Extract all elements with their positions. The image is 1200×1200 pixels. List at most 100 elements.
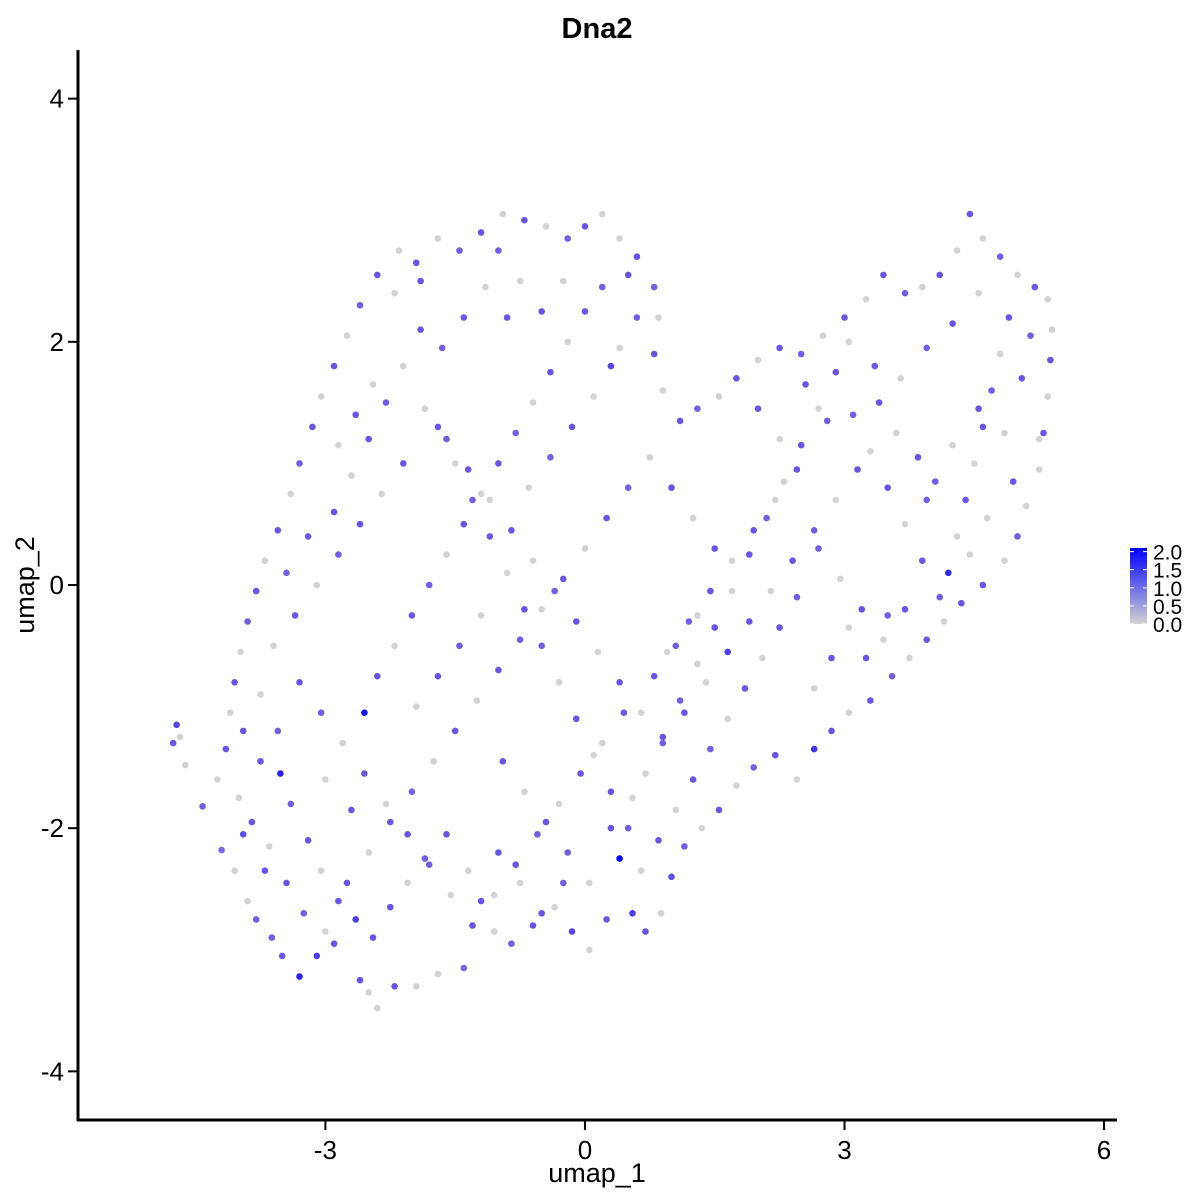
cell-point <box>797 441 805 449</box>
y-tick-label: 4 <box>50 84 64 114</box>
cell-point <box>469 922 476 929</box>
cell-point <box>499 758 507 765</box>
cell-point <box>750 764 757 771</box>
cell-point <box>343 332 351 340</box>
cell-point <box>257 758 264 765</box>
cell-point <box>590 393 597 400</box>
cell-point <box>227 709 234 716</box>
cell-point <box>659 387 667 394</box>
cell-point <box>1014 271 1021 279</box>
cell-point <box>616 344 623 352</box>
cell-point <box>793 466 801 473</box>
cell-point <box>425 861 433 868</box>
cell-point <box>287 490 295 498</box>
cell-point <box>460 520 468 528</box>
cell-point <box>858 606 866 613</box>
cell-point <box>1040 429 1047 437</box>
y-tick-label: -4 <box>41 1056 64 1086</box>
cell-point <box>581 223 589 230</box>
cell-point <box>1001 557 1008 564</box>
cell-point <box>443 831 450 838</box>
cell-point <box>252 916 260 923</box>
cell-point <box>348 806 355 814</box>
cell-point <box>283 879 290 887</box>
cell-point <box>400 460 407 467</box>
cell-point <box>659 739 667 747</box>
chart-title: Dna2 <box>562 13 633 45</box>
cell-point <box>629 794 636 802</box>
cell-point <box>404 879 411 887</box>
cell-point <box>352 916 360 923</box>
cell-point <box>287 800 295 808</box>
cell-point <box>780 478 788 485</box>
cell-point <box>521 216 528 224</box>
cell-point <box>832 368 840 376</box>
cell-point <box>672 642 680 650</box>
cell-point <box>819 332 827 340</box>
color-legend-label: 1.0 <box>1153 578 1182 601</box>
cell-point <box>560 277 567 285</box>
cell-point <box>564 849 571 856</box>
cell-point <box>586 879 593 887</box>
cell-point <box>322 928 329 935</box>
cell-point <box>365 435 373 443</box>
cell-point <box>231 867 238 874</box>
cell-point <box>1031 283 1039 291</box>
cell-point <box>291 612 299 619</box>
cell-point <box>681 709 688 716</box>
color-legend-label: 0.0 <box>1153 614 1182 637</box>
cell-point <box>244 897 251 905</box>
cell-point <box>296 679 303 686</box>
cell-point <box>919 557 926 564</box>
cell-point <box>668 484 675 492</box>
cell-point <box>555 800 563 808</box>
cell-point <box>244 618 251 625</box>
cell-point <box>668 873 675 881</box>
cell-point <box>252 587 260 595</box>
cell-point <box>1044 296 1052 303</box>
cell-point <box>797 350 805 358</box>
cell-point <box>169 739 177 747</box>
cell-point <box>940 618 948 625</box>
cell-point <box>296 460 303 467</box>
cell-point <box>620 709 628 716</box>
cell-point <box>733 782 740 789</box>
cell-point <box>300 910 308 917</box>
cell-point <box>650 350 658 358</box>
cell-point <box>845 338 853 346</box>
x-tick-label: 0 <box>578 1135 592 1165</box>
cell-point <box>482 283 489 291</box>
cell-point <box>443 435 450 443</box>
cell-point <box>810 745 818 753</box>
cell-point <box>953 533 961 540</box>
cell-point <box>637 867 645 874</box>
cell-point <box>607 824 615 832</box>
cell-point <box>404 831 411 838</box>
cell-point <box>577 770 584 777</box>
cell-point <box>335 897 342 905</box>
cell-point <box>542 223 550 230</box>
cell-point <box>1048 326 1056 334</box>
cell-point <box>434 423 442 431</box>
cell-point <box>689 776 697 783</box>
cell-point <box>1047 356 1054 364</box>
cell-point <box>646 454 654 461</box>
cell-point <box>698 824 705 832</box>
cell-point <box>841 314 848 321</box>
cell-point <box>979 235 987 242</box>
cell-point <box>438 344 446 352</box>
cell-point <box>1027 332 1034 340</box>
cell-point <box>317 867 325 874</box>
cell-point <box>793 776 801 783</box>
cell-point <box>772 751 779 759</box>
cell-point <box>711 545 718 552</box>
cell-point <box>551 587 558 595</box>
cell-point <box>573 618 580 625</box>
cell-point <box>477 490 485 498</box>
cell-point <box>516 277 524 285</box>
cell-point <box>1035 466 1043 473</box>
cell-point <box>854 466 861 473</box>
cell-point <box>348 472 355 479</box>
cell-point <box>945 569 952 577</box>
